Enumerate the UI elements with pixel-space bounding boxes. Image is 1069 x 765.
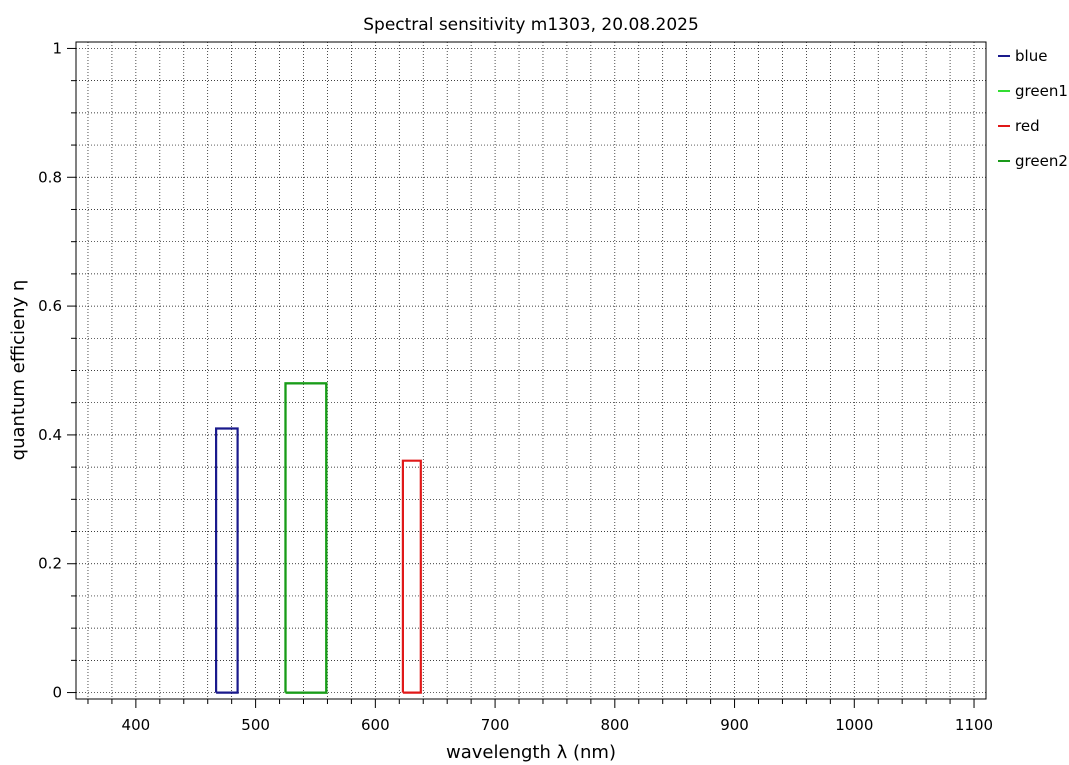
axis-ticks (67, 47, 975, 708)
y-tick-labels: 0 0.2 0.4 0.6 0.8 1 (38, 39, 62, 701)
y-tick-label: 0 (52, 684, 62, 702)
series-line-blue (215, 427, 239, 694)
series-line-green2 (284, 382, 328, 694)
series-line-green1 (284, 382, 328, 694)
x-tick-label: 800 (600, 716, 629, 734)
legend-label-red: red (1015, 117, 1040, 135)
legend-label-green1: green1 (1015, 82, 1068, 100)
legend-label-green2: green2 (1015, 152, 1068, 170)
series-layer (215, 382, 422, 694)
x-tick-label: 1100 (955, 716, 993, 734)
y-tick-label: 0.2 (38, 555, 62, 573)
grid (76, 42, 986, 699)
x-tick-label: 500 (241, 716, 270, 734)
legend: blue green1 red green2 (998, 47, 1068, 170)
y-tick-label: 0.6 (38, 297, 62, 315)
x-tick-labels: 400 500 600 700 800 900 1000 1100 (122, 716, 994, 734)
y-tick-label: 0.8 (38, 168, 62, 186)
plot-frame (75, 41, 987, 700)
x-tick-label: 900 (720, 716, 749, 734)
x-tick-label: 1000 (835, 716, 873, 734)
x-tick-label: 700 (481, 716, 510, 734)
y-tick-label: 1 (52, 39, 62, 57)
chart-title: Spectral sensitivity m1303, 20.08.2025 (363, 15, 699, 35)
legend-label-blue: blue (1015, 47, 1047, 65)
x-tick-label: 400 (122, 716, 151, 734)
x-axis-label: wavelength λ (nm) (446, 742, 616, 763)
series-line-red (401, 459, 422, 694)
x-tick-label: 600 (361, 716, 390, 734)
y-tick-label: 0.4 (38, 426, 62, 444)
y-axis-label: quantum efficieny η (8, 280, 29, 461)
